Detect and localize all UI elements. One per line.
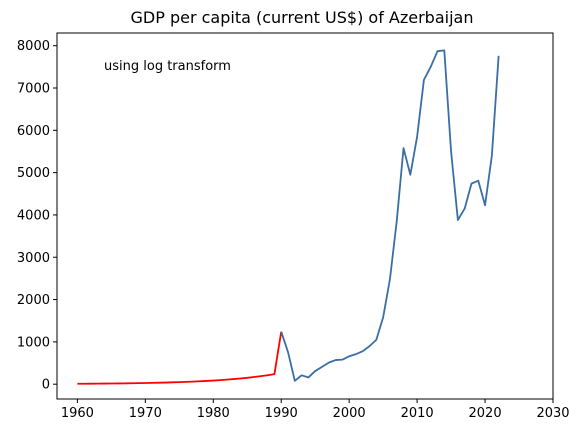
y-tick-label: 2000 — [17, 293, 50, 308]
chart-title: GDP per capita (current US$) of Azerbaij… — [131, 8, 474, 27]
x-tick-label: 2000 — [333, 406, 366, 421]
x-tick-label: 2020 — [469, 406, 502, 421]
chart-annotation: using log transform — [104, 59, 231, 74]
y-tick-label: 7000 — [17, 82, 50, 97]
y-tick-label: 0 — [42, 378, 50, 393]
y-tick-label: 1000 — [17, 335, 50, 350]
y-tick-label: 5000 — [17, 166, 50, 181]
series-line-red — [77, 331, 283, 385]
x-tick-label: 2030 — [536, 406, 569, 421]
y-tick-label: 6000 — [17, 124, 50, 139]
series-layer — [77, 49, 500, 385]
y-tick-label: 4000 — [17, 208, 50, 223]
y-axis-ticks: 0 1000 2000 3000 4000 5000 6000 7000 8000 — [17, 39, 57, 393]
x-tick-label: 1980 — [197, 406, 230, 421]
y-tick-label: 3000 — [17, 251, 50, 266]
x-tick-label: 1970 — [129, 406, 162, 421]
x-axis-ticks: 1960 1970 1980 1990 2000 2010 2020 2030 — [61, 399, 570, 421]
plot-area-frame — [56, 32, 554, 400]
series-line-blue — [280, 49, 500, 382]
y-tick-label: 8000 — [17, 39, 50, 54]
x-tick-label: 1990 — [265, 406, 298, 421]
x-tick-label: 2010 — [401, 406, 434, 421]
x-tick-label: 1960 — [61, 406, 94, 421]
